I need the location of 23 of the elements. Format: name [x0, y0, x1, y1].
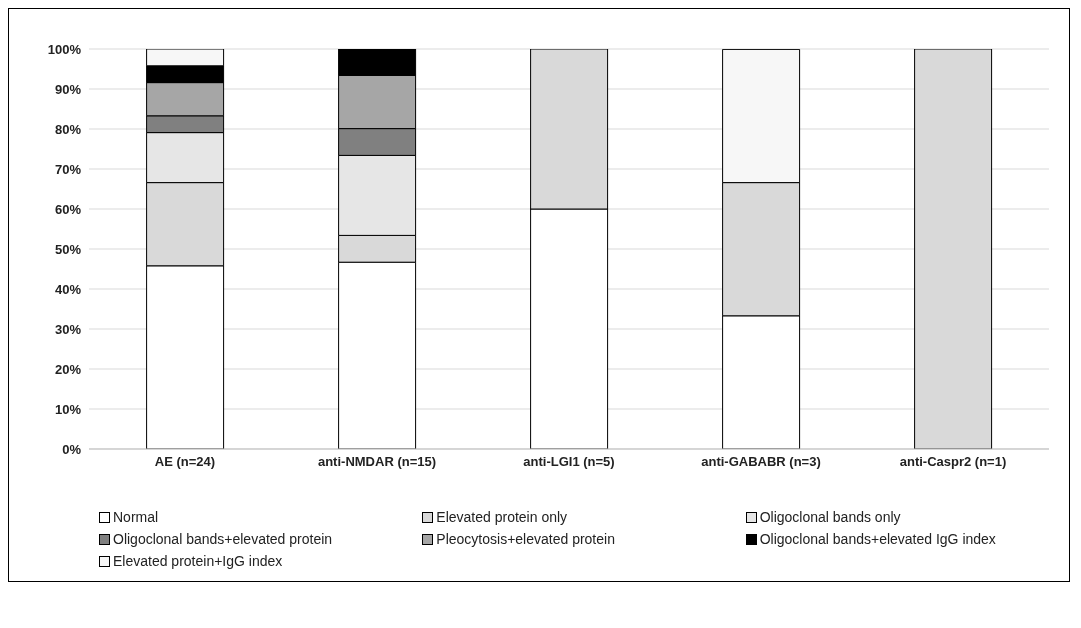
y-tick-label: 20% — [54, 361, 82, 377]
y-tick-label: 100% — [47, 41, 82, 57]
y-tick-label: 70% — [54, 161, 82, 177]
y-tick-label: 50% — [54, 241, 82, 257]
x-tick-label: anti-GABABR (n=3) — [701, 454, 821, 470]
x-tick-label: anti-Caspr2 (n=1) — [899, 454, 1007, 470]
x-tick-label: anti-LGI1 (n=5) — [523, 454, 615, 470]
legend-label: Elevated protein only — [436, 509, 568, 525]
legend-label: Oligoclonal bands+elevated protein — [113, 531, 333, 547]
legend-label: Normal — [113, 509, 159, 525]
legend-label: Pleocytosis+elevated protein — [436, 531, 615, 547]
y-tick-label: 40% — [54, 281, 82, 297]
y-tick-label: 10% — [54, 401, 82, 417]
legend-label: Elevated protein+IgG index — [113, 553, 283, 569]
y-tick-label: 60% — [54, 201, 82, 217]
legend-label: Oligoclonal bands only — [759, 509, 901, 525]
legend-label: Oligoclonal bands+elevated IgG index — [759, 531, 996, 547]
y-tick-label: 0% — [62, 441, 82, 457]
y-tick-label: 30% — [54, 321, 82, 337]
x-tick-label: AE (n=24) — [154, 454, 216, 470]
x-tick-label: anti-NMDAR (n=15) — [317, 454, 437, 470]
y-tick-label: 90% — [54, 81, 82, 97]
y-tick-label: 80% — [54, 121, 82, 137]
